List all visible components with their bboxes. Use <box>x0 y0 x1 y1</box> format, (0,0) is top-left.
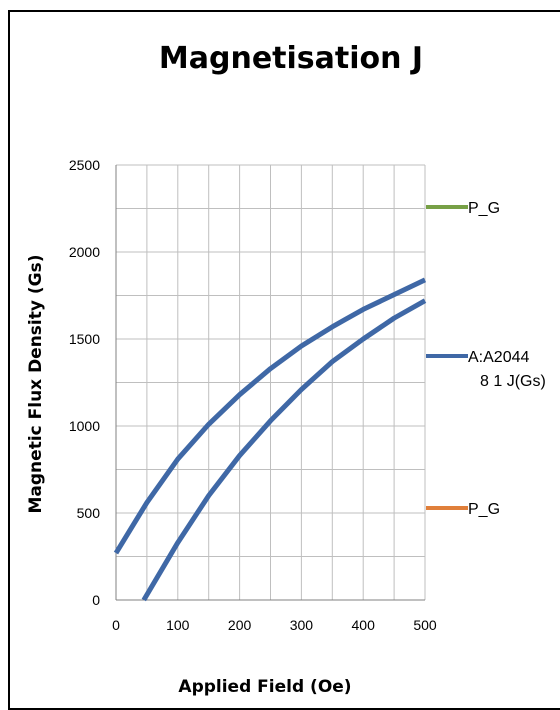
x-axis-label: Applied Field (Oe) <box>178 677 351 697</box>
chart-title: Magnetisation J <box>159 41 423 76</box>
x-tick-label: 400 <box>352 617 376 633</box>
x-tick-label: 300 <box>290 617 314 633</box>
series-line-2 <box>141 298 427 602</box>
y-tick-label: 2500 <box>69 157 100 173</box>
chart-series <box>113 277 427 602</box>
legend-label-1: P_G <box>468 200 500 217</box>
y-axis-label: Magnetic Flux Density (Gs) <box>26 255 46 514</box>
legend-label-2: A:A2044 <box>468 349 529 366</box>
y-tick-label: 500 <box>77 505 101 521</box>
x-tick-label: 500 <box>413 617 437 633</box>
x-tick-label: 200 <box>228 617 252 633</box>
chart-legend: P_G A:A2044 8 1 J(Gs) P_G <box>426 200 546 518</box>
x-tick-label: 0 <box>112 617 120 633</box>
chart-axes: 0 100 200 300 400 500 0 500 1000 1500 2000 2500 <box>69 157 437 633</box>
y-tick-label: 0 <box>92 592 100 608</box>
y-tick-label: 2000 <box>69 244 100 260</box>
y-tick-label: 1500 <box>69 331 100 347</box>
x-tick-label: 100 <box>166 617 190 633</box>
legend-label-3: P_G <box>468 501 500 518</box>
legend-label-2-line2: 8 1 J(Gs) <box>480 373 546 390</box>
series-line-1 <box>113 277 427 555</box>
chart-grid <box>115 164 426 601</box>
y-tick-label: 1000 <box>69 418 100 434</box>
